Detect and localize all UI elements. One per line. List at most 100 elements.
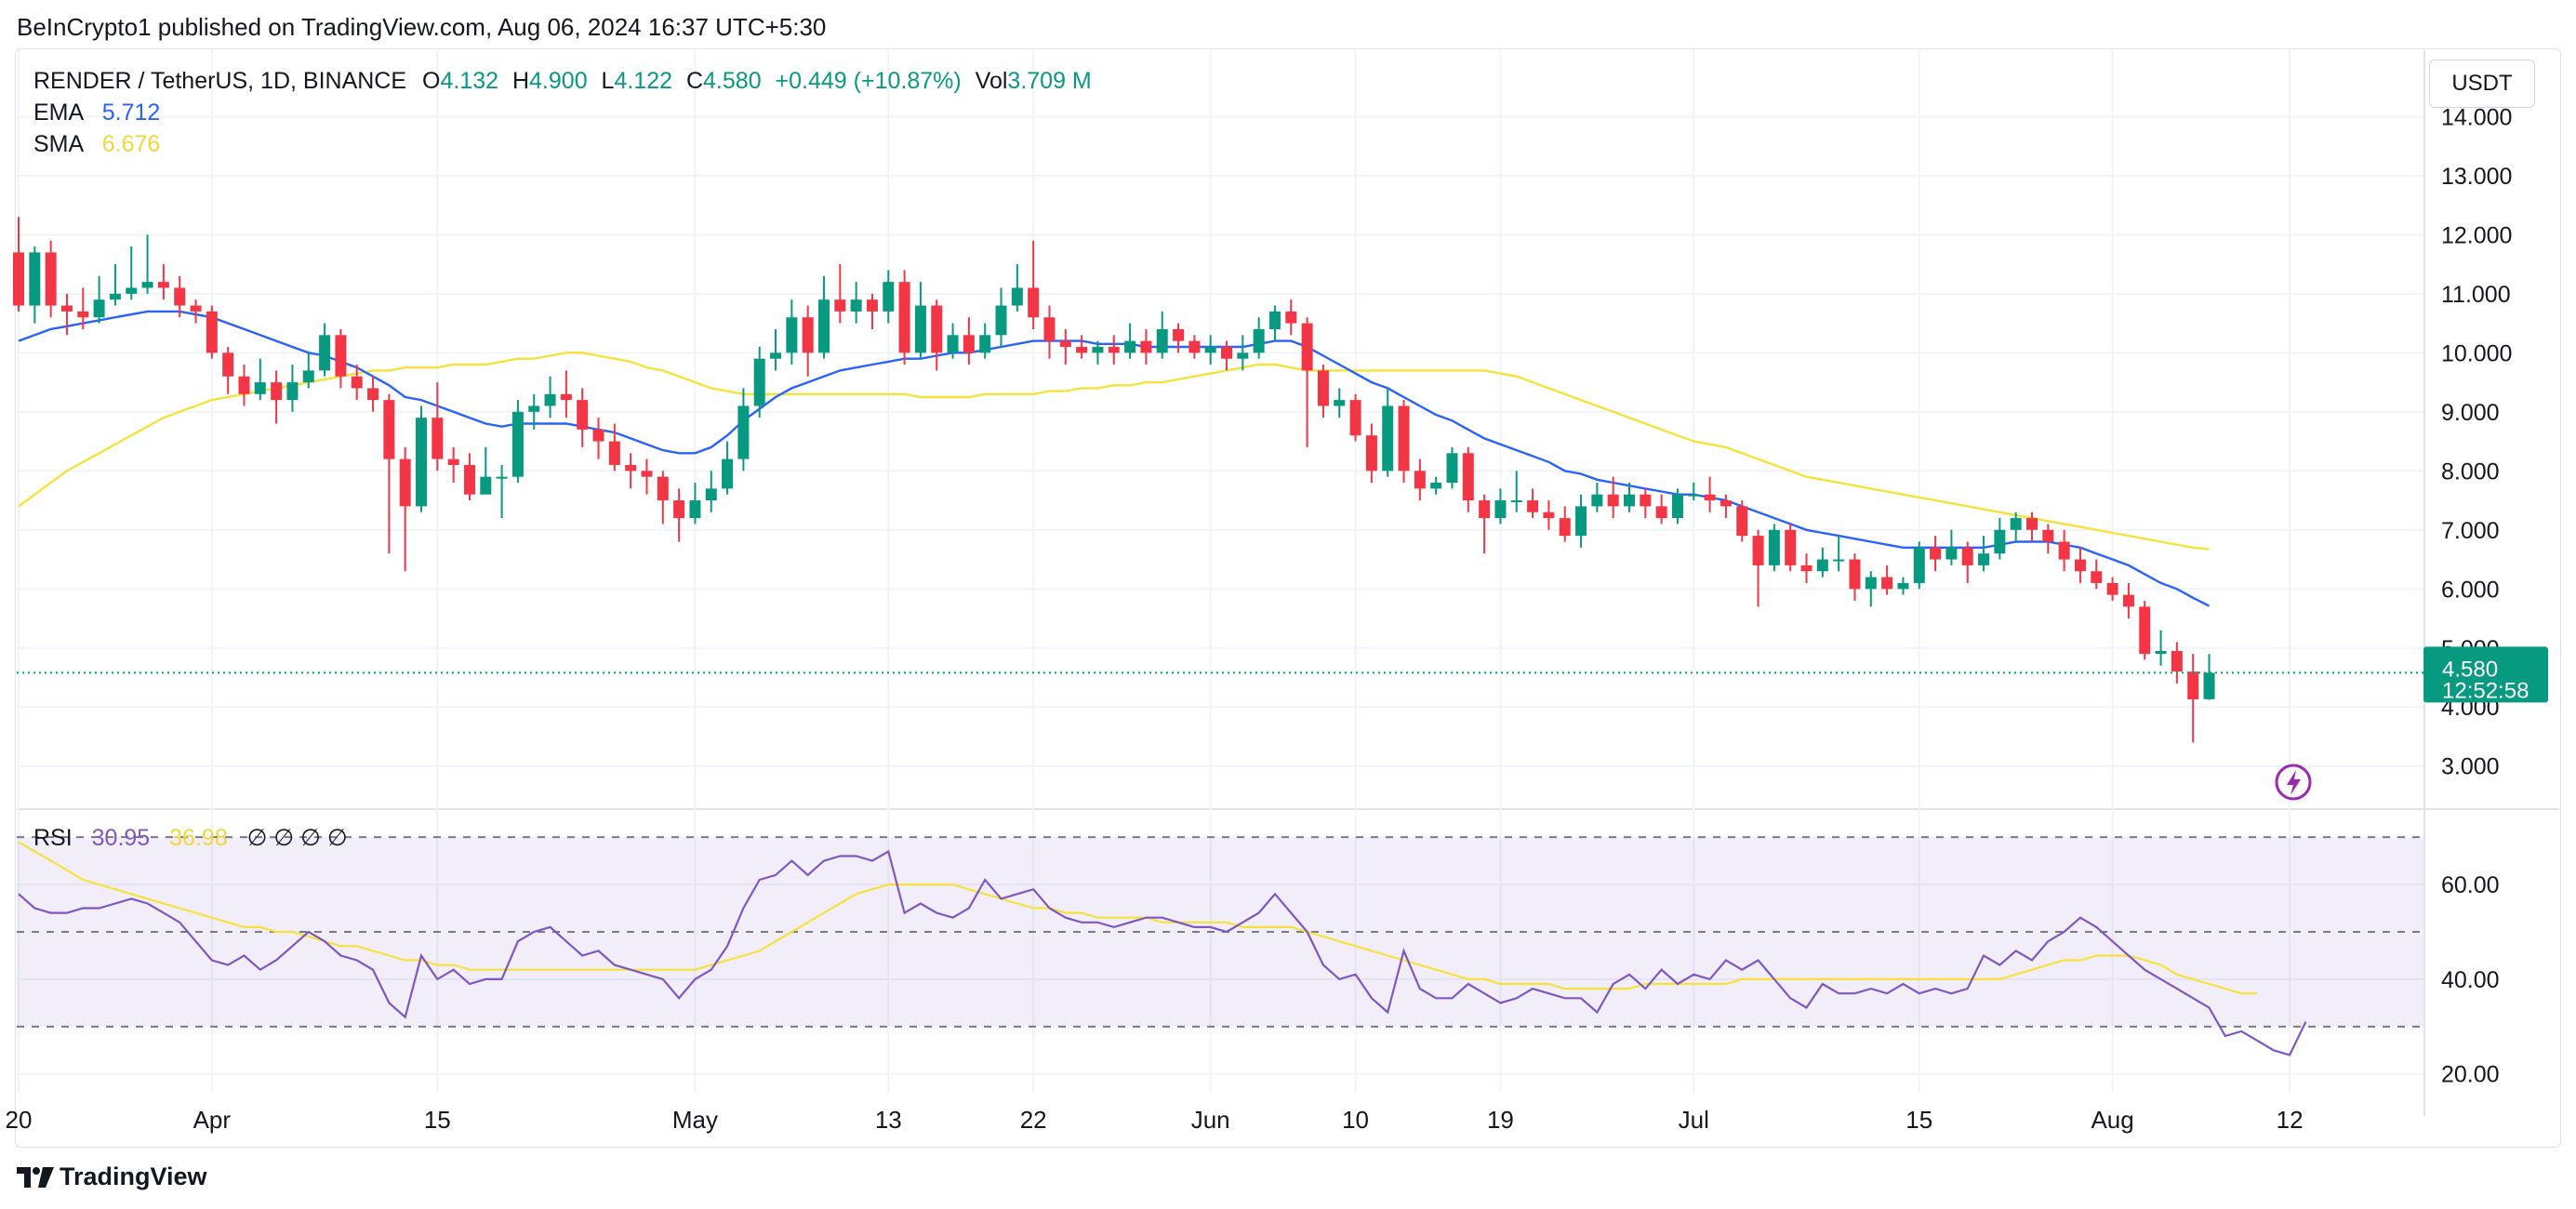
candle[interactable] — [947, 323, 959, 359]
candle[interactable] — [1462, 446, 1474, 512]
candle[interactable] — [1510, 471, 1522, 512]
candle[interactable] — [1688, 483, 1700, 501]
candle[interactable] — [1994, 518, 2006, 560]
candle[interactable] — [786, 299, 798, 365]
candle[interactable] — [1720, 494, 1732, 519]
sma-line[interactable] — [18, 352, 2210, 551]
candle[interactable] — [1704, 476, 1716, 512]
candle[interactable] — [2203, 654, 2215, 700]
candle[interactable] — [1237, 335, 1249, 371]
candle[interactable] — [705, 471, 717, 512]
candle[interactable] — [206, 305, 218, 359]
candle[interactable] — [1479, 494, 1491, 554]
ema-row[interactable]: EMA 5.712 — [33, 97, 1092, 128]
candle[interactable] — [802, 305, 814, 377]
candle[interactable] — [592, 418, 604, 459]
candle[interactable] — [2187, 654, 2199, 743]
candle[interactable] — [1865, 571, 1877, 607]
candle[interactable] — [1334, 388, 1346, 418]
currency-selector[interactable]: USDT — [2429, 60, 2535, 108]
candle[interactable] — [1655, 494, 1667, 525]
candle[interactable] — [480, 446, 492, 495]
candle[interactable] — [2091, 559, 2103, 590]
candle[interactable] — [1398, 400, 1410, 484]
candle[interactable] — [351, 365, 363, 401]
candle[interactable] — [1221, 340, 1232, 371]
candle[interactable] — [1285, 299, 1297, 336]
candle[interactable] — [383, 393, 395, 554]
candle[interactable] — [141, 234, 153, 294]
candle[interactable] — [222, 346, 234, 394]
candle[interactable] — [1124, 323, 1136, 359]
candle[interactable] — [528, 393, 540, 430]
candle[interactable] — [850, 282, 862, 324]
candle[interactable] — [1800, 553, 1812, 583]
candle[interactable] — [1768, 524, 1780, 572]
candle[interactable] — [2042, 524, 2054, 554]
candle[interactable] — [577, 388, 589, 447]
candle[interactable] — [1108, 335, 1120, 365]
candle[interactable] — [1913, 541, 1925, 590]
candle[interactable] — [335, 328, 347, 389]
candle[interactable] — [625, 453, 637, 489]
candle[interactable] — [818, 275, 830, 359]
candle[interactable] — [238, 365, 250, 406]
candle[interactable] — [1897, 577, 1909, 595]
candle[interactable] — [1640, 488, 1652, 519]
candle[interactable] — [931, 299, 943, 371]
candle[interactable] — [866, 293, 878, 329]
candle[interactable] — [834, 264, 846, 324]
candle[interactable] — [1849, 553, 1861, 601]
candle[interactable] — [1414, 458, 1426, 501]
candle[interactable] — [1527, 488, 1539, 519]
candle[interactable] — [641, 458, 653, 495]
candle[interactable] — [914, 282, 926, 359]
symbol-title[interactable]: RENDER / TetherUS, 1D, BINANCE — [33, 68, 407, 94]
candle[interactable] — [883, 270, 895, 324]
candle[interactable] — [254, 358, 266, 401]
candle[interactable] — [93, 275, 105, 324]
candle[interactable] — [157, 264, 169, 300]
candle[interactable] — [447, 446, 459, 484]
candle[interactable] — [1961, 541, 1973, 583]
candle[interactable] — [399, 446, 411, 572]
candle[interactable] — [126, 246, 138, 300]
candle[interactable] — [367, 376, 379, 412]
candle[interactable] — [2139, 600, 2151, 660]
candle[interactable] — [29, 246, 41, 324]
candle[interactable] — [560, 370, 572, 418]
candle[interactable] — [898, 270, 910, 365]
candle[interactable] — [432, 382, 444, 472]
candle[interactable] — [1365, 423, 1377, 484]
candle[interactable] — [673, 488, 685, 542]
rsi-line[interactable] — [18, 849, 2307, 1056]
candle[interactable] — [1430, 476, 1442, 495]
candle[interactable] — [1204, 335, 1216, 365]
candle[interactable] — [1816, 547, 1828, 578]
sma-row[interactable]: SMA 6.676 — [33, 128, 1092, 160]
candle[interactable] — [1752, 529, 1764, 607]
rsi-legend[interactable]: RSI 30.95 36.98 ∅ ∅ ∅ ∅ — [33, 824, 348, 852]
candle[interactable] — [544, 376, 556, 418]
candle[interactable] — [753, 346, 765, 418]
candle[interactable] — [511, 400, 524, 484]
candle[interactable] — [1156, 311, 1168, 359]
candle[interactable] — [1011, 264, 1023, 312]
candle[interactable] — [1624, 483, 1635, 512]
candle[interactable] — [1188, 335, 1201, 359]
candle[interactable] — [1736, 500, 1748, 542]
candle[interactable] — [319, 323, 331, 377]
candle[interactable] — [1575, 494, 1587, 548]
candle[interactable] — [1494, 488, 1507, 525]
candle[interactable] — [1028, 240, 1040, 329]
candle[interactable] — [1945, 529, 1958, 565]
candle[interactable] — [1559, 506, 1571, 542]
candle[interactable] — [963, 317, 975, 365]
candle[interactable] — [1785, 524, 1797, 572]
candle[interactable] — [463, 453, 475, 501]
candle[interactable] — [60, 293, 73, 336]
candle[interactable] — [174, 275, 186, 318]
candle[interactable] — [13, 217, 24, 312]
candle[interactable] — [2171, 642, 2183, 684]
